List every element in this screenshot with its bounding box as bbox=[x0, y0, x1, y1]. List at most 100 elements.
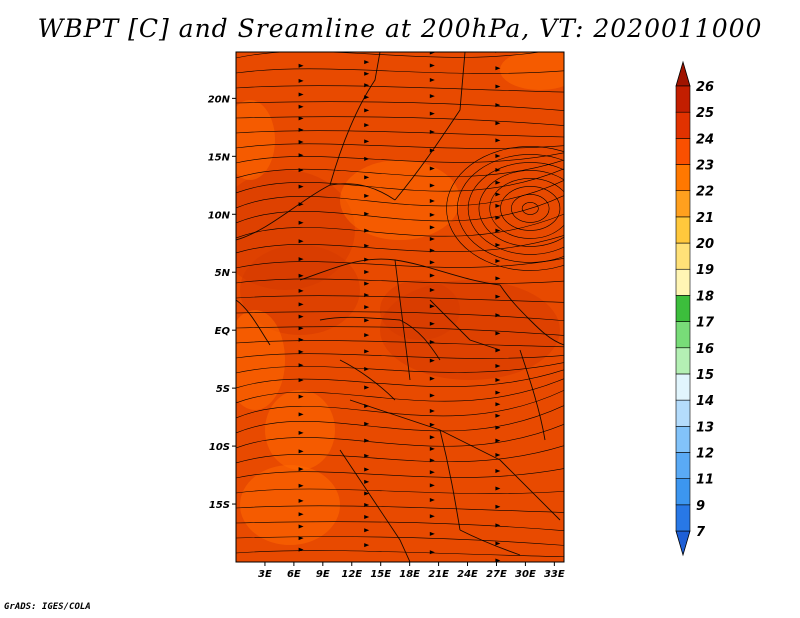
streamline bbox=[236, 180, 564, 209]
streamline-arrow bbox=[495, 84, 501, 89]
streamline-arrow bbox=[298, 257, 304, 262]
streamline-arrow bbox=[298, 302, 304, 307]
y-tick-label: EQ bbox=[215, 326, 231, 337]
streamline-arrow bbox=[495, 228, 501, 233]
streamline-arrow bbox=[495, 103, 501, 108]
vortex-streamline bbox=[478, 170, 564, 247]
streamline bbox=[236, 521, 564, 531]
country-border bbox=[319, 316, 441, 361]
streamline bbox=[236, 311, 564, 321]
x-tick-label: 30E bbox=[515, 569, 536, 580]
streamline-arrow bbox=[364, 479, 370, 484]
streamline-arrow bbox=[298, 116, 304, 121]
streamline bbox=[236, 85, 564, 93]
streamline-arrow bbox=[429, 304, 435, 309]
colorbar-label: 26 bbox=[696, 80, 714, 95]
colorbar-segment bbox=[675, 268, 691, 296]
streamline-arrow bbox=[364, 543, 370, 548]
streamline-arrow bbox=[495, 469, 501, 474]
streamline bbox=[236, 278, 564, 284]
streamline-arrow bbox=[429, 321, 435, 326]
map-frame bbox=[235, 51, 565, 563]
streamline-arrow bbox=[429, 340, 435, 345]
streamline-arrow bbox=[364, 438, 370, 443]
streamline-arrow bbox=[298, 168, 304, 173]
streamline-arrow bbox=[298, 326, 304, 331]
streamline-arrow bbox=[429, 483, 435, 488]
y-axis: 20N 15N 10N 5N EQ 5S 10S 15S bbox=[208, 94, 236, 511]
colorbar-label: 20 bbox=[696, 237, 714, 252]
streamline bbox=[236, 159, 564, 179]
streamline-arrow bbox=[364, 293, 370, 298]
streamline-arrow bbox=[495, 363, 501, 368]
country-border bbox=[429, 299, 501, 351]
colorbar-segment bbox=[675, 452, 691, 479]
streamline-arrow bbox=[298, 78, 304, 83]
country-border bbox=[349, 399, 501, 461]
streamline-arrow bbox=[298, 139, 304, 144]
colorbar-segment bbox=[675, 321, 691, 349]
streamline-arrow bbox=[495, 138, 501, 143]
streamline-arrow bbox=[429, 52, 435, 55]
streamline-arrow bbox=[495, 348, 501, 353]
colorbar-bottom-arrow bbox=[675, 530, 691, 557]
streamline-arrow bbox=[429, 435, 435, 440]
country-border bbox=[236, 299, 271, 346]
y-tick-label: 10N bbox=[208, 210, 231, 221]
streamline bbox=[236, 152, 564, 164]
country-border bbox=[236, 183, 396, 241]
streamline-arrow bbox=[429, 470, 435, 475]
vortex-streamline bbox=[467, 162, 564, 255]
streamline-arrow bbox=[364, 270, 370, 275]
streamline-arrow bbox=[429, 273, 435, 278]
streamline-arrow bbox=[364, 156, 370, 161]
colorbar-segment bbox=[675, 478, 691, 506]
streamline-arrow bbox=[298, 92, 304, 97]
colorbar: 7 9 11 12 13 14 15 16 17 18 19 20 21 22 23 24 25 26 bbox=[675, 60, 715, 557]
vortex-streamline bbox=[521, 202, 539, 215]
x-tick-label: 6E bbox=[287, 569, 301, 580]
streamline-arrow bbox=[364, 333, 370, 338]
streamline-arrow bbox=[364, 193, 370, 198]
colorbar-label: 22 bbox=[696, 185, 714, 200]
streamline-arrow bbox=[429, 458, 435, 463]
streamline-arrow bbox=[495, 243, 501, 248]
streamline-arrow bbox=[298, 430, 304, 435]
x-tick-label: 27E bbox=[486, 569, 507, 580]
colorbar-label: 18 bbox=[696, 289, 714, 304]
streamline-arrow bbox=[298, 394, 304, 399]
colorbar-label: 17 bbox=[696, 316, 715, 331]
colorbar-segment bbox=[675, 216, 691, 244]
streamline bbox=[236, 362, 564, 374]
streamline-arrow bbox=[298, 536, 304, 541]
colorbar-label: 12 bbox=[696, 446, 714, 461]
streamline-arrow bbox=[495, 66, 501, 71]
streamline bbox=[236, 168, 564, 194]
country-border bbox=[439, 429, 461, 531]
streamline-arrow bbox=[495, 276, 501, 281]
streamline-arrow bbox=[495, 504, 501, 509]
streamline bbox=[236, 550, 564, 557]
x-tick-label: 24E bbox=[457, 569, 478, 580]
streamline-arrow bbox=[364, 71, 370, 76]
streamline-arrow bbox=[495, 453, 501, 458]
y-tick-label: 5N bbox=[215, 268, 231, 279]
vortex-streamline bbox=[500, 186, 561, 231]
streamline bbox=[236, 405, 564, 434]
colorbar-label: 19 bbox=[696, 263, 714, 278]
streamline-arrow bbox=[298, 104, 304, 109]
streamline bbox=[236, 390, 564, 419]
streamline-arrow bbox=[429, 498, 435, 503]
streamline-arrow bbox=[298, 239, 304, 244]
streamline bbox=[236, 488, 564, 494]
streamline-arrow bbox=[495, 121, 501, 126]
streamline-arrow bbox=[429, 111, 435, 116]
country-border bbox=[329, 52, 381, 186]
y-tick-label: 10S bbox=[209, 442, 230, 453]
field-patch bbox=[236, 310, 285, 410]
streamline bbox=[236, 130, 564, 138]
streamline bbox=[236, 468, 564, 479]
streamline-arrow bbox=[364, 228, 370, 233]
streamline-arrow bbox=[298, 349, 304, 354]
streamline-arrow bbox=[495, 192, 501, 197]
